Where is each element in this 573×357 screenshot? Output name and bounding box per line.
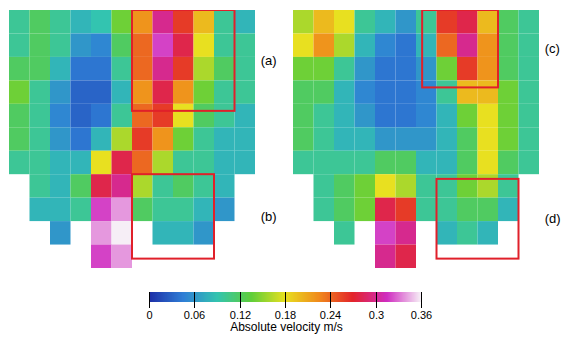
svg-text:(d): (d) [544,211,560,226]
svg-text:0.06: 0.06 [183,309,204,321]
svg-text:0: 0 [146,309,152,321]
svg-text:0.24: 0.24 [319,309,340,321]
svg-text:0.12: 0.12 [229,309,250,321]
svg-text:(b): (b) [260,209,276,224]
svg-text:(a): (a) [260,53,276,68]
svg-text:0.3: 0.3 [368,309,383,321]
svg-text:0.18: 0.18 [274,309,295,321]
svg-text:0.36: 0.36 [410,309,431,321]
html-text:Absolute velocity m/s: Absolute velocity m/s [230,320,343,334]
svg-text:(c): (c) [544,41,559,56]
